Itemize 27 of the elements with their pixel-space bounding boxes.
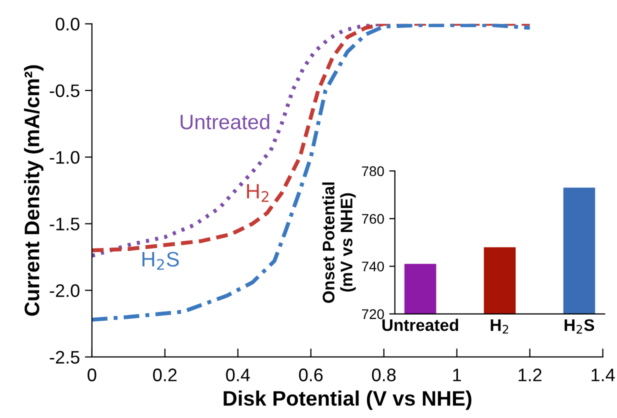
y-tick-label: 740: [362, 262, 384, 272]
y-tick-label: -1.0: [50, 151, 80, 164]
y-tick-label: -2.5: [50, 350, 80, 364]
x-tick-label: 1: [453, 368, 461, 382]
y-tick-label: -0.5: [50, 84, 80, 98]
x-tick-label: Untreated: [382, 318, 458, 332]
x-tick-label: 1.4: [592, 368, 615, 382]
x-tick-label: 0.8: [372, 368, 396, 382]
y-tick-label: 720: [362, 309, 384, 320]
y-axis-title: Current Density (mA/cm²): [24, 65, 44, 316]
y-tick-label: 0.0: [56, 18, 80, 31]
y-axis-title: Onset Potential (mV vs NHE): [322, 182, 356, 303]
y-tick-label: 760: [362, 214, 384, 224]
y-tick-label: -2.0: [50, 284, 80, 298]
x-tick-label: H$_{2}$S: [564, 319, 594, 334]
x-tick-label: 0.4: [226, 368, 250, 382]
x-tick-label: H$_{2}$: [490, 319, 508, 334]
y-tick-label: -1.5: [50, 218, 80, 230]
x-tick-label: 1.2: [518, 368, 542, 382]
series-label: H$_{2}$: [247, 184, 268, 202]
series-label: Untreated: [180, 114, 270, 130]
x-axis-title: Disk Potential (V vs NHE): [224, 390, 472, 410]
x-tick-label: 0.2: [153, 368, 177, 382]
y-tick-label: 780: [362, 166, 384, 176]
series-label: H$_{2}$S: [142, 252, 179, 270]
x-tick-label: 0.6: [299, 368, 323, 382]
x-tick-label: 0: [88, 368, 96, 382]
